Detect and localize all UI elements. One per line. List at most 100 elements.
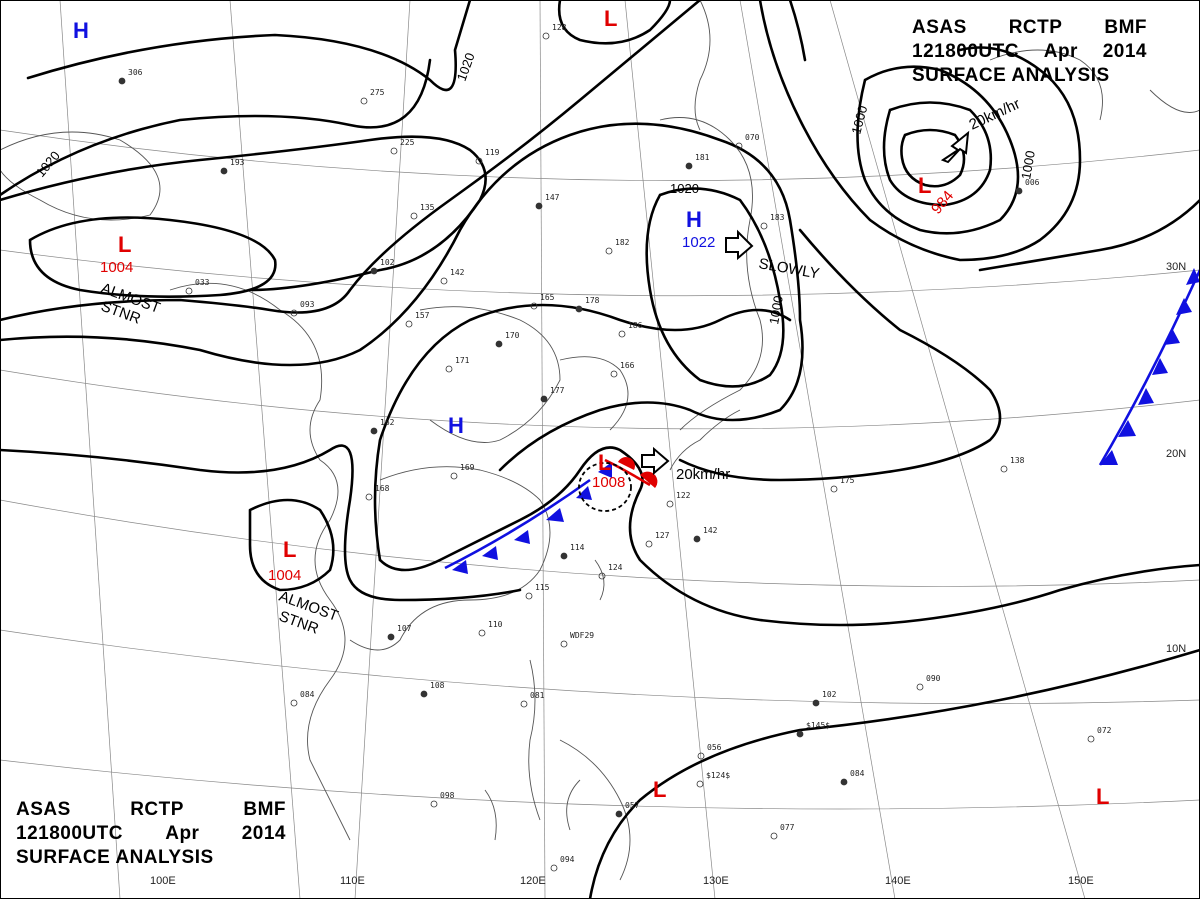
header-code: BMF <box>243 799 286 820</box>
header-source: ASAS <box>16 799 71 820</box>
station-pressure-value: 170 <box>505 331 520 340</box>
station-marker <box>370 267 378 275</box>
station-marker <box>118 77 126 85</box>
station-marker <box>475 157 483 165</box>
low-symbol: L <box>598 450 611 475</box>
station-pressure-value: 098 <box>440 791 455 800</box>
low-symbol: L <box>1096 784 1109 809</box>
station-pressure-value: 072 <box>1097 726 1112 735</box>
station-pressure-value: $124$ <box>706 771 730 780</box>
station-pressure-value: 119 <box>485 148 500 157</box>
station-pressure-value: 114 <box>570 543 585 552</box>
warm-front-bump <box>618 457 635 470</box>
cold-front-tooth <box>576 486 592 500</box>
station-pressure-value: 162 <box>380 418 395 427</box>
header-line-1: ASAS RCTP BMF <box>912 16 1147 40</box>
station-pressure-value: 107 <box>397 624 412 633</box>
high-symbol: H <box>73 18 89 43</box>
station-marker <box>542 32 550 40</box>
station-pressure-value: 110 <box>488 620 503 629</box>
station-pressure-value: 138 <box>1010 456 1025 465</box>
station-marker <box>645 540 653 548</box>
station-marker <box>796 730 804 738</box>
station-pressure-value: 127 <box>655 531 670 540</box>
station-pressure-value: 102 <box>822 690 837 699</box>
motion-arrow-icon <box>641 446 670 476</box>
high-symbol: H <box>448 413 464 438</box>
map-header-bottom: ASAS RCTP BMF 121800UTC Apr 2014 SURFACE… <box>16 798 286 870</box>
cold-front-tooth <box>1164 328 1180 345</box>
pressure-systems: L 984 20km/hr L 1004 ALMOST STNR L 1004 … <box>73 6 1109 809</box>
station-pressure-value: $145$ <box>806 721 830 730</box>
low-motion-text: 20km/hr <box>676 466 730 483</box>
low-symbol: L <box>283 537 296 562</box>
station-marker <box>735 142 743 150</box>
motion-arrow-icon <box>940 130 970 164</box>
station-pressure-value: 128 <box>552 23 567 32</box>
station-marker <box>530 302 538 310</box>
header-month: Apr <box>1043 41 1078 62</box>
low-symbol: L <box>918 173 931 198</box>
station-marker <box>1087 735 1095 743</box>
header-station: RCTP <box>1008 17 1063 38</box>
station-pressure-value: 142 <box>703 526 718 535</box>
station-pressure-value: 306 <box>128 68 143 77</box>
cold-front-tooth <box>546 508 564 522</box>
front-stationary <box>444 457 658 574</box>
low-pressure-value: 1008 <box>592 474 625 491</box>
cold-front-tooth <box>1152 358 1168 375</box>
header-code: BMF <box>1104 17 1147 38</box>
header-station: RCTP <box>130 799 184 820</box>
station-marker <box>450 472 458 480</box>
isobar-label: 1020 <box>670 181 699 196</box>
station-pressure-value: 115 <box>535 583 550 592</box>
station-pressure-value: 108 <box>430 681 445 690</box>
longitude-label: 110E <box>340 875 365 887</box>
header-year: 2014 <box>241 823 286 844</box>
station-marker <box>1000 465 1008 473</box>
station-pressure-value: 006 <box>1025 178 1040 187</box>
high-symbol: H <box>686 207 702 232</box>
station-pressure-value: 178 <box>585 296 600 305</box>
station-marker <box>618 330 626 338</box>
station-marker <box>770 832 778 840</box>
high-pressure-value: 1022 <box>682 234 715 251</box>
station-pressure-value: 057 <box>625 801 640 810</box>
station-marker <box>666 500 674 508</box>
station-marker <box>520 700 528 708</box>
station-pressure-value: 081 <box>530 691 545 700</box>
station-marker <box>430 800 438 808</box>
cold-front-tooth <box>1138 388 1154 405</box>
station-marker <box>696 780 704 788</box>
station-pressure-value: 181 <box>695 153 710 162</box>
longitude-label: 120E <box>520 875 546 887</box>
station-pressure-value: 084 <box>300 690 315 699</box>
longitude-label: 130E <box>703 875 729 887</box>
station-marker <box>445 365 453 373</box>
station-pressure-value: 093 <box>300 300 315 309</box>
station-marker <box>540 395 548 403</box>
station-pressure-value: 175 <box>840 476 855 485</box>
station-pressure-value: 102 <box>380 258 395 267</box>
coastlines <box>0 0 1200 881</box>
station-marker <box>495 340 503 348</box>
header-source: ASAS <box>912 17 967 38</box>
header-month: Apr <box>165 823 200 844</box>
cold-front-tooth <box>452 560 468 574</box>
station-pressure-value: 183 <box>770 213 785 222</box>
low-symbol: L <box>653 777 666 802</box>
cold-front-tooth <box>598 462 612 478</box>
header-title: SURFACE ANALYSIS <box>912 65 1110 86</box>
station-marker <box>560 552 568 560</box>
station-marker <box>615 810 623 818</box>
header-line-2: 121800UTC Apr 2014 <box>912 40 1147 64</box>
cold-front-tooth <box>1176 298 1192 315</box>
station-pressure-value: 182 <box>615 238 630 247</box>
station-plots: 306 275 225 193 119 135 147 182 128 181 070 183 006 0… <box>118 23 1112 872</box>
station-marker <box>1015 187 1023 195</box>
station-marker <box>610 370 618 378</box>
station-pressure-value: 169 <box>460 463 475 472</box>
cold-front-tooth <box>514 530 530 544</box>
